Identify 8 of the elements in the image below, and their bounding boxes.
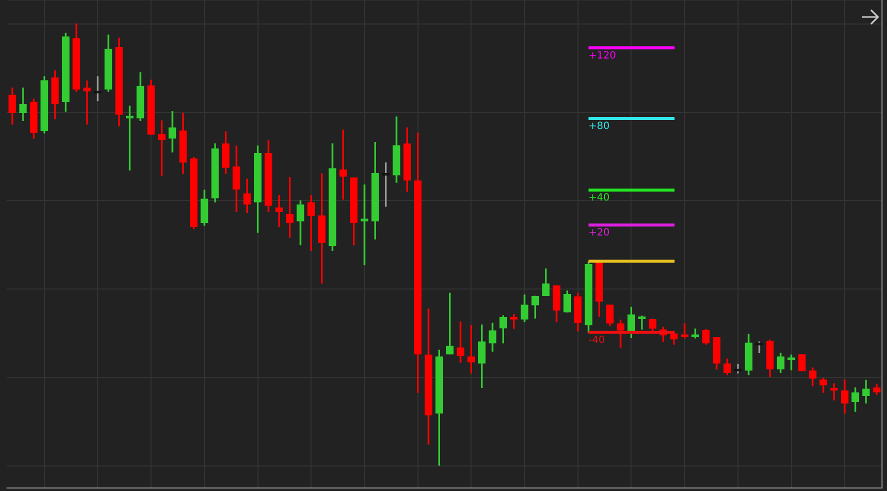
candlestick [360,184,368,266]
candlestick [456,321,464,363]
annotation: +40 [588,192,610,204]
annotation: +80 [588,121,610,132]
annotation: -40 [588,335,605,346]
candlestick [83,80,91,125]
annotation: +20 [588,228,610,239]
annotation: +120 [588,50,616,62]
